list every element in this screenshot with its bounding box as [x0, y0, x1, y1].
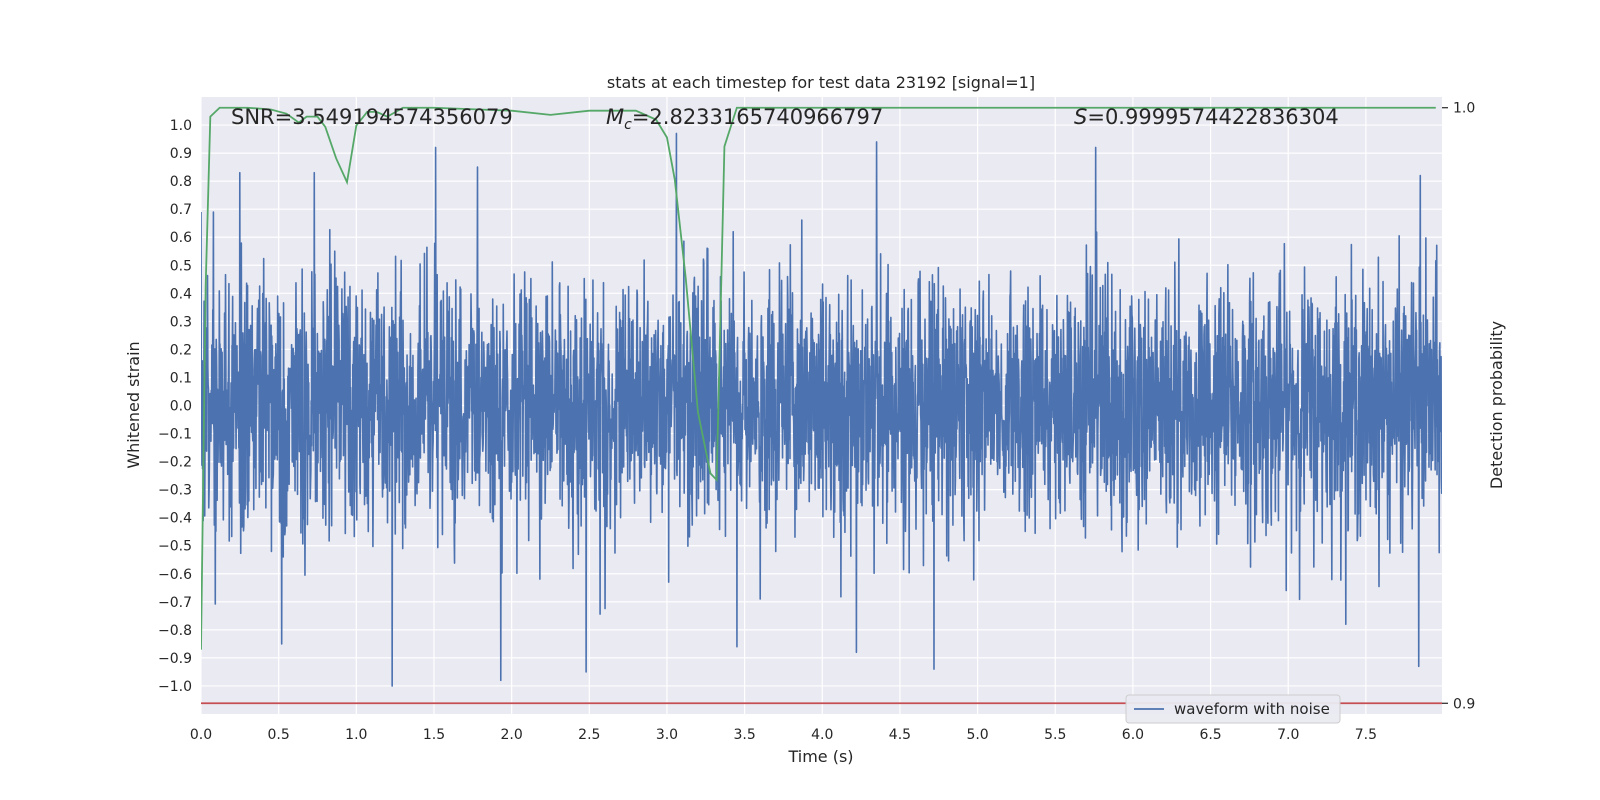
legend-box — [1125, 694, 1341, 724]
y-tick-label: −0.6 — [158, 567, 192, 583]
y-tick-label: 0.6 — [170, 230, 192, 246]
chirp-mass-symbol: M — [606, 105, 624, 129]
x-tick-label: 0.5 — [268, 727, 290, 743]
x-tick-label: 2.0 — [501, 727, 523, 743]
x-axis-label: Time (s) — [787, 747, 853, 766]
x-tick-label: 7.0 — [1277, 727, 1299, 743]
y-tick-label: −0.4 — [158, 511, 192, 527]
x-tick-label: 3.0 — [656, 727, 678, 743]
x-tick-label: 1.5 — [423, 727, 445, 743]
x-tick-label: 2.5 — [578, 727, 600, 743]
y-tick-label: 0.5 — [170, 258, 192, 274]
y-tick-label: 0.1 — [170, 370, 192, 386]
x-tick-label: 6.5 — [1199, 727, 1221, 743]
y-tick-label: 0.4 — [170, 286, 192, 302]
x-ticks: 0.0 0.5 1.0 1.5 2.0 2.5 3.0 3.5 4.0 4.5 5.0 5.5 6.0 6… — [190, 727, 1377, 743]
y-right-tick-label: 0.9 — [1453, 696, 1475, 712]
y-tick-label: 0.8 — [170, 174, 192, 190]
series-line-waveform — [201, 132, 1442, 687]
legend: waveform with noise — [1125, 694, 1341, 724]
x-tick-label: 7.5 — [1355, 727, 1377, 743]
y-tick-label: 0.3 — [170, 314, 192, 330]
y-tick-label: −0.8 — [158, 623, 192, 639]
spin-value: =0.9999574422836304 — [1087, 105, 1338, 129]
y-ticks: 1.0 0.9 0.8 0.7 0.6 0.5 0.4 0.3 0.2 0.1 0.0 −0.1 −0.… — [158, 118, 192, 695]
y-axis-label: Whitened strain — [124, 341, 143, 468]
y-tick-label: −0.1 — [158, 427, 192, 443]
y-tick-label: −0.3 — [158, 483, 192, 499]
chirp-mass-value: =2.8233165740966797 — [632, 105, 883, 129]
legend-label: waveform with noise — [1174, 700, 1330, 718]
chart-title: stats at each timestep for test data 231… — [607, 73, 1035, 92]
snr-annotation: SNR=3.549194574356079 — [231, 105, 513, 129]
y-tick-label: −0.5 — [158, 539, 192, 555]
x-tick-label: 5.5 — [1044, 727, 1066, 743]
y-right-axis-label: Detection probability — [1487, 321, 1506, 489]
chirp-mass-annotation: Mc=2.8233165740966797 — [606, 105, 883, 133]
y-tick-label: 0.0 — [170, 399, 192, 415]
y-tick-label: −0.7 — [158, 595, 192, 611]
chirp-mass-subscript: c — [624, 117, 632, 133]
x-tick-label: 1.0 — [345, 727, 367, 743]
x-tick-label: 3.5 — [733, 727, 755, 743]
y-tick-label: 0.7 — [170, 202, 192, 218]
y-right-ticks: 1.0 0.9 — [1442, 101, 1475, 712]
spin-annotation: S=0.9999574422836304 — [1074, 105, 1339, 129]
y-tick-label: 1.0 — [170, 118, 192, 134]
y-right-tick-label: 1.0 — [1453, 101, 1475, 117]
x-tick-label: 4.0 — [811, 727, 833, 743]
x-tick-label: 6.0 — [1122, 727, 1144, 743]
x-tick-label: 4.5 — [889, 727, 911, 743]
spin-symbol: S — [1074, 105, 1087, 129]
y-tick-label: −0.2 — [158, 455, 192, 471]
series-line-detection-probability — [201, 106, 1436, 650]
y-tick-label: 0.9 — [170, 146, 192, 162]
y-tick-label: 0.2 — [170, 342, 192, 358]
y-tick-label: −1.0 — [158, 679, 192, 695]
y-tick-label: −0.9 — [158, 651, 192, 667]
x-tick-label: 5.0 — [966, 727, 988, 743]
x-tick-label: 0.0 — [190, 727, 212, 743]
